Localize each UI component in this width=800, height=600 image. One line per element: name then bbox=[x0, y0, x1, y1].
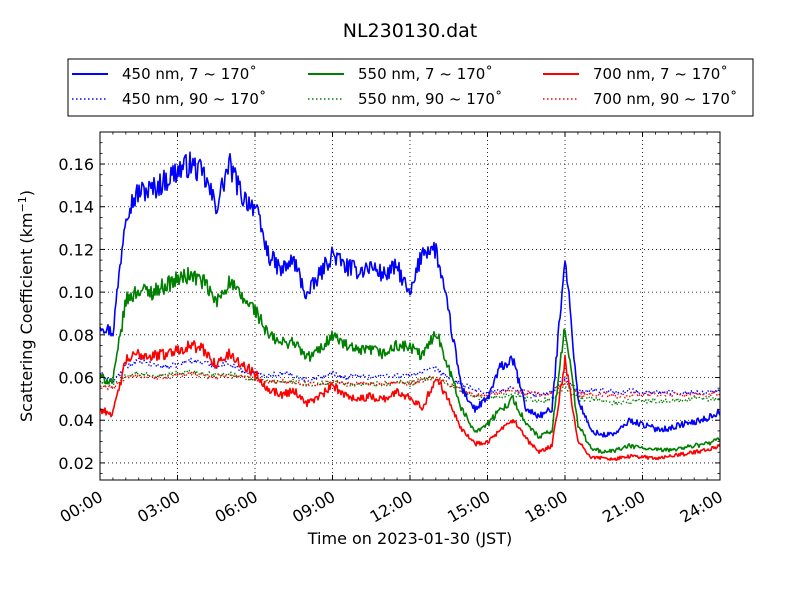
y-tick-label: 0.02 bbox=[58, 454, 94, 473]
legend-label-0: 450 nm, 7 ~ 170˚ bbox=[122, 65, 257, 83]
y-tick-label: 0.14 bbox=[58, 198, 94, 217]
y-axis-label-main: Scattering Coefficient (km bbox=[17, 212, 36, 422]
y-tick-label: 0.16 bbox=[58, 155, 94, 174]
legend-label-2: 550 nm, 7 ~ 170˚ bbox=[358, 65, 493, 83]
y-tick-label: 0.08 bbox=[58, 326, 94, 345]
y-axis-label: Scattering Coefficient (km−1) bbox=[16, 190, 37, 422]
series-line-3 bbox=[99, 369, 721, 407]
y-tick-label: 0.10 bbox=[58, 283, 94, 302]
legend-label-3: 550 nm, 90 ~ 170˚ bbox=[358, 90, 502, 108]
y-tick-label: 0.12 bbox=[58, 240, 94, 259]
grid-lines bbox=[100, 132, 720, 480]
legend-label-5: 700 nm, 90 ~ 170˚ bbox=[593, 90, 737, 108]
y-tick-label: 0.04 bbox=[58, 411, 94, 430]
legend-box bbox=[67, 58, 754, 117]
legend: 450 nm, 7 ~ 170˚ 450 nm, 90 ~ 170˚ 550 nm,… bbox=[67, 58, 754, 117]
legend-label-4: 700 nm, 7 ~ 170˚ bbox=[593, 65, 728, 83]
y-axis-label-superscript: −1 bbox=[16, 196, 29, 212]
series-layer bbox=[99, 151, 721, 462]
series-line-4 bbox=[99, 340, 721, 462]
y-tick-labels: 0.02 0.04 0.06 0.08 0.10 0.12 0.14 0.16 bbox=[58, 155, 94, 473]
y-axis-label-end: ) bbox=[17, 190, 36, 196]
x-axis-label: Time on 2023-01-30 (JST) bbox=[307, 529, 512, 548]
series-line-0 bbox=[99, 151, 721, 438]
plot-frame bbox=[99, 131, 721, 481]
legend-label-1: 450 nm, 90 ~ 170˚ bbox=[122, 90, 266, 108]
series-line-5 bbox=[99, 370, 721, 399]
series-line-2 bbox=[99, 266, 721, 455]
chart-title: NL230130.dat bbox=[343, 20, 478, 42]
y-tick-label: 0.06 bbox=[58, 369, 94, 388]
